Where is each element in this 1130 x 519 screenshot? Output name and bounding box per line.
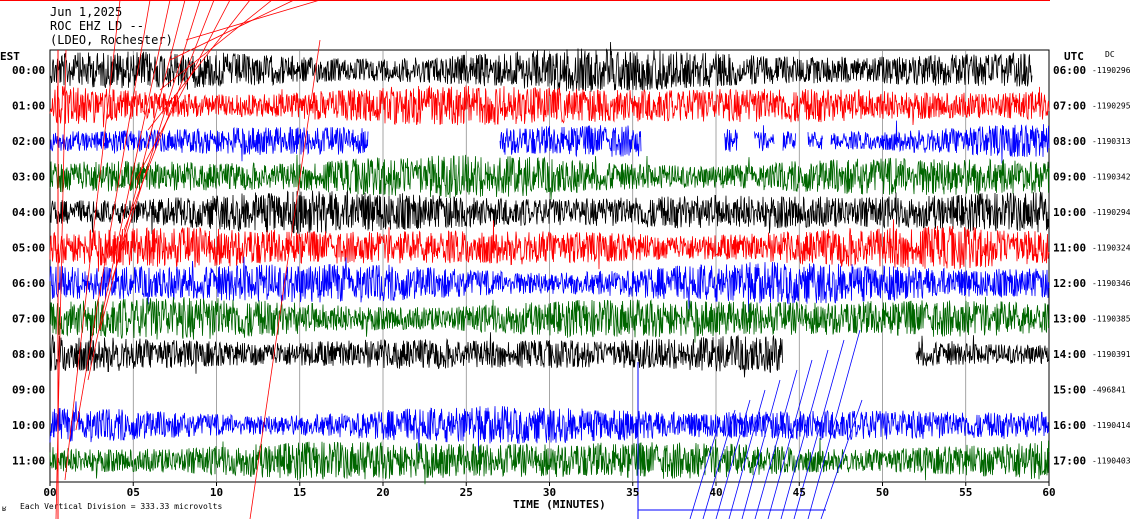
utc-row-label: 11:00 [1053, 242, 1086, 255]
est-row-label: 03:00 [12, 171, 45, 184]
event-diagonal-line [147, 0, 251, 131]
dc-offset-label: -1190313 [1092, 137, 1130, 146]
utc-row-label: 06:00 [1053, 64, 1086, 77]
dc-offset-label: -1190414 [1092, 421, 1130, 430]
dc-offset-label: -1190342 [1092, 173, 1130, 182]
event-diagonal-line [185, 0, 321, 41]
axis-labels: 00 05 10 15 20 25 30 35 40 45 50 55 60 00:00 06:00 -119… [12, 64, 1130, 499]
event-diagonal-line [689, 419, 721, 519]
event-diagonal-line [820, 399, 863, 519]
est-row-label: 07:00 [12, 313, 45, 326]
est-row-label: 05:00 [12, 242, 45, 255]
est-row-label: 08:00 [12, 348, 45, 361]
grid [0, 0, 1050, 486]
trace-row-0700 [49, 296, 1050, 343]
event-diagonal-line [793, 339, 845, 519]
est-row-label: 04:00 [12, 206, 45, 219]
dc-label: DC [1105, 50, 1115, 59]
event-diagonal-line [807, 329, 861, 519]
x-tick-label: 05 [127, 486, 140, 499]
header-date: Jun 1,2025 [50, 5, 122, 19]
utc-row-label: 13:00 [1053, 313, 1086, 326]
event-diagonal-line [135, 0, 231, 181]
utc-row-label: 07:00 [1053, 100, 1086, 113]
dc-offset-label: -1190385 [1092, 315, 1130, 324]
dc-offset-label: -1190403 [1092, 457, 1130, 466]
x-tick-label: 10 [210, 486, 223, 499]
event-diagonal-line [767, 359, 813, 519]
left-axis-title: EST [0, 50, 20, 63]
trace-row-0100 [49, 85, 1050, 128]
trace-row-0400 [49, 189, 1050, 235]
trace-row-0300 [49, 154, 1050, 200]
event-diagonal-line [741, 379, 781, 519]
est-row-label: 06:00 [12, 277, 45, 290]
scale-note: Each Vertical Division = 333.33 microvol… [20, 502, 222, 511]
event-diagonal-line [111, 0, 201, 281]
est-row-label: 02:00 [12, 135, 45, 148]
event-diagonal-line [249, 39, 321, 519]
event-diagonal-line [715, 399, 751, 519]
x-tick-label: 45 [793, 486, 806, 499]
utc-row-label: 08:00 [1053, 135, 1086, 148]
trace-row-1000 [49, 401, 1050, 453]
dc-offset-label: -1190294 [1092, 208, 1130, 217]
x-tick-label: 15 [293, 486, 306, 499]
event-diagonal-line [99, 0, 186, 331]
event-lines [55, 0, 863, 519]
est-row-label: 11:00 [12, 455, 45, 468]
trace-row-0500 [49, 219, 1050, 272]
event-diagonal-line [75, 0, 151, 431]
x-tick-label: 20 [376, 486, 389, 499]
header-station: ROC EHZ LD -- [50, 19, 144, 33]
dc-offset-label: -496841 [1092, 386, 1126, 395]
utc-row-label: 15:00 [1053, 384, 1086, 397]
trace-row-0800 [49, 325, 1050, 378]
utc-row-label: 12:00 [1053, 277, 1086, 290]
corner-mark: ʁ [2, 504, 7, 513]
x-tick-label: 25 [460, 486, 473, 499]
x-tick-label: 50 [876, 486, 889, 499]
traces [49, 42, 1050, 485]
dc-offset-label: -1190295 [1092, 102, 1130, 111]
dc-offset-label: -1190324 [1092, 244, 1130, 253]
x-tick-label: 30 [543, 486, 556, 499]
event-diagonal-line [123, 0, 215, 231]
event-diagonal-line [159, 0, 273, 91]
trace-row-0200 [49, 120, 1050, 164]
event-diagonal-line [64, 0, 121, 481]
event-diagonal-line [754, 369, 798, 519]
est-row-label: 10:00 [12, 419, 45, 432]
x-tick-label: 40 [709, 486, 722, 499]
event-diagonal-line [169, 0, 295, 61]
est-row-label: 09:00 [12, 384, 45, 397]
x-axis-label: TIME (MINUTES) [513, 498, 606, 511]
event-diagonal-line [780, 349, 829, 519]
utc-row-label: 16:00 [1053, 419, 1086, 432]
est-row-label: 00:00 [12, 64, 45, 77]
x-tick-label: 00 [43, 486, 56, 499]
dc-offset-label: -1190296 [1092, 66, 1130, 75]
x-tick-label: 60 [1042, 486, 1055, 499]
utc-row-label: 14:00 [1053, 348, 1086, 361]
utc-row-label: 09:00 [1053, 171, 1086, 184]
right-axis-title: UTC [1064, 50, 1084, 63]
header-network: (LDEO, Rochester) [50, 33, 173, 47]
trace-row-1100 [49, 437, 1050, 485]
utc-row-label: 10:00 [1053, 206, 1086, 219]
dc-offset-label: -1190346 [1092, 279, 1130, 288]
x-tick-label: 35 [626, 486, 639, 499]
utc-row-label: 17:00 [1053, 455, 1086, 468]
event-diagonal-line [702, 409, 736, 519]
event-diagonal-line [87, 0, 171, 381]
est-row-label: 01:00 [12, 100, 45, 113]
event-diagonal-line [728, 389, 766, 519]
x-tick-label: 55 [959, 486, 972, 499]
trace-row-0600 [49, 256, 1050, 313]
dc-offset-label: -1190391 [1092, 350, 1130, 359]
